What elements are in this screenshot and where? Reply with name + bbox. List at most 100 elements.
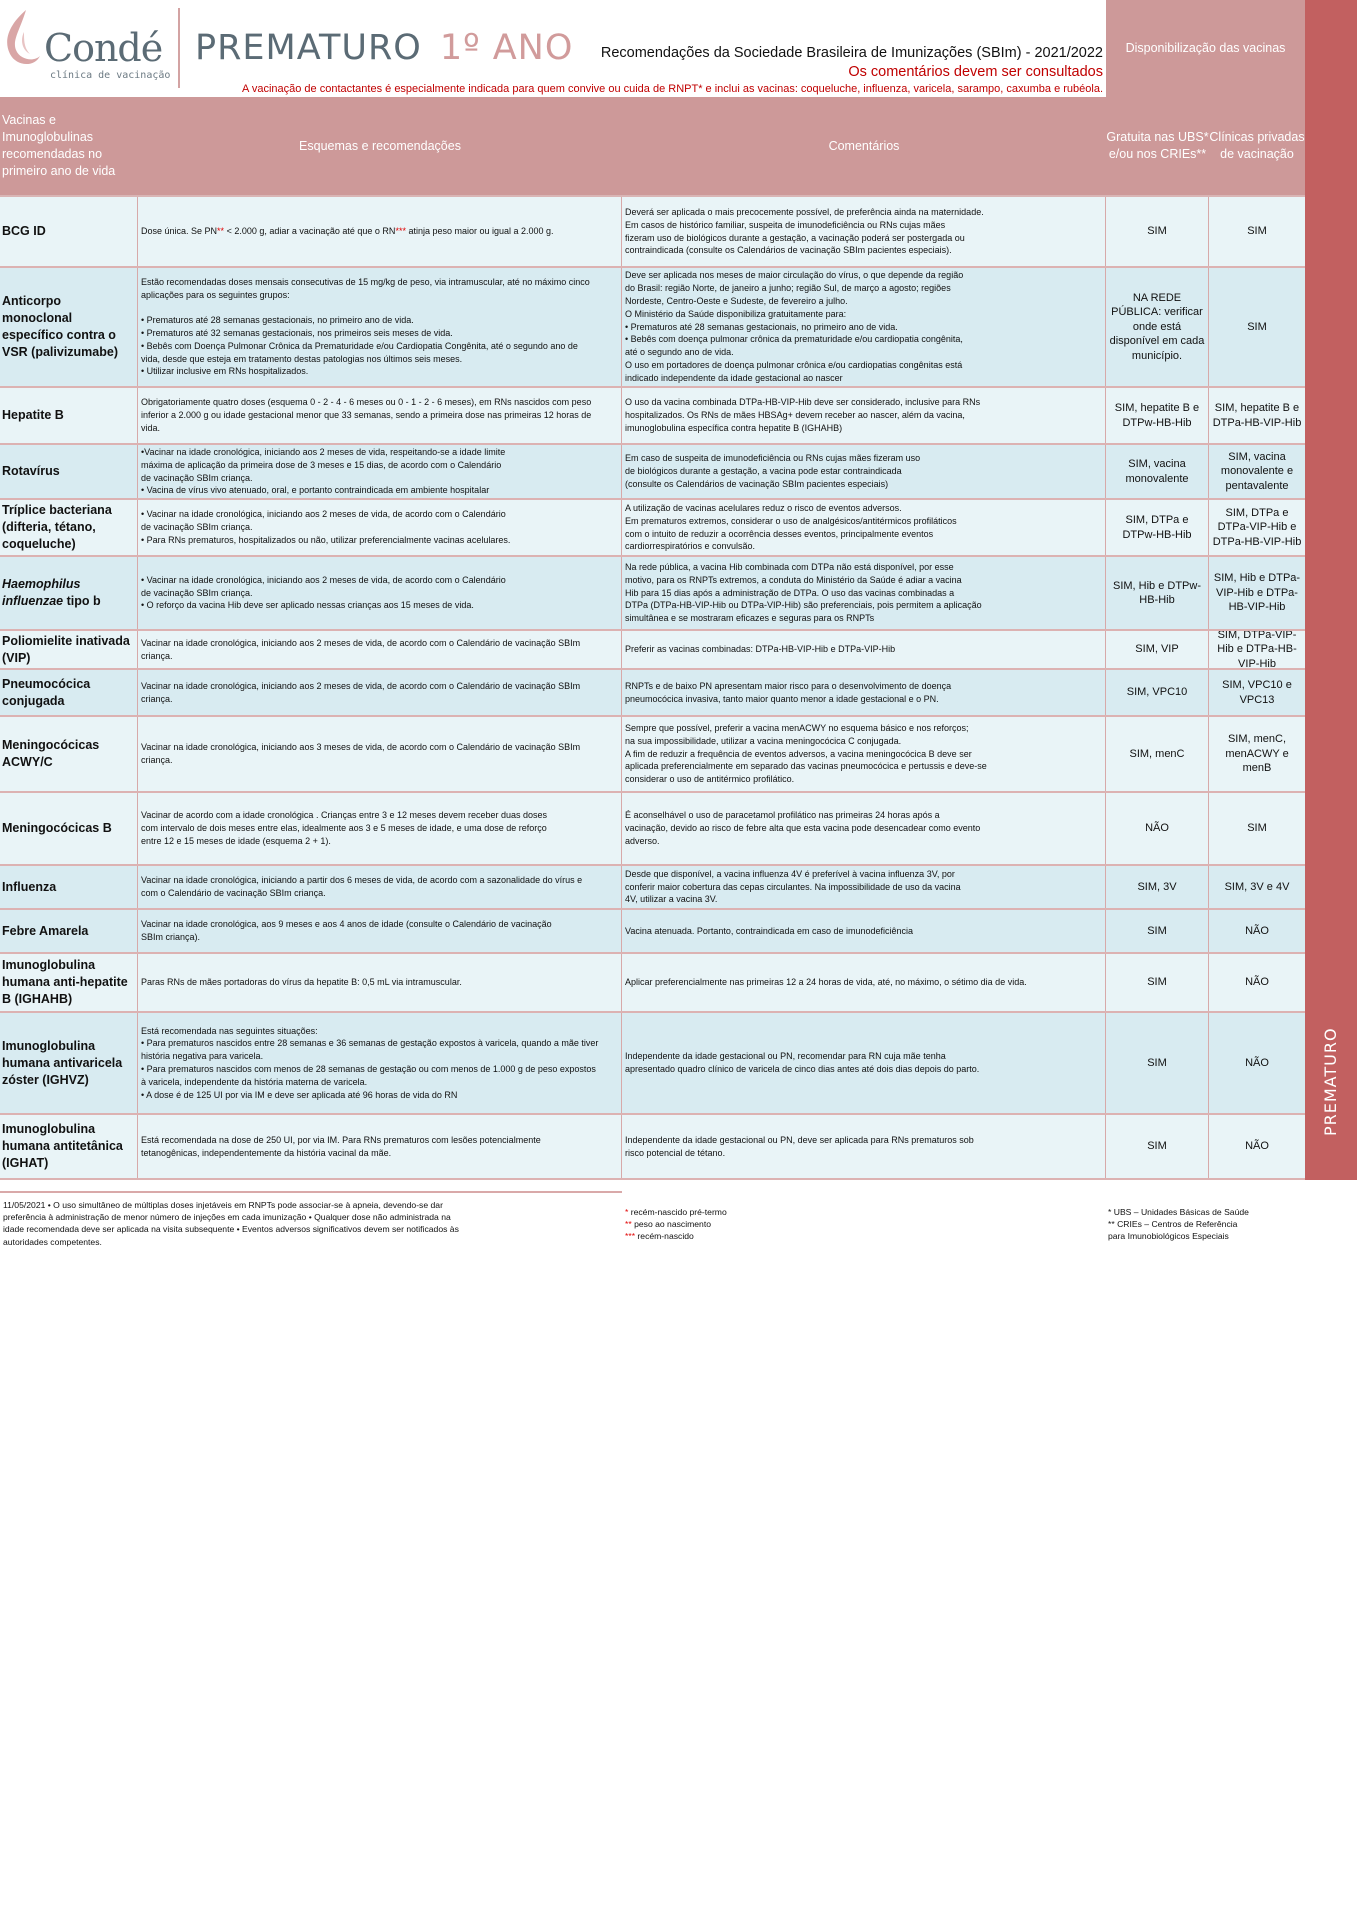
comment-line: com o intuito de reduzir a ocorrência de… <box>625 528 934 539</box>
scheme-cell: Vacinar na idade cronológica, iniciando … <box>138 631 622 668</box>
public-availability: SIM, Hib e DTPw-HB-Hib <box>1106 557 1209 629</box>
scheme-line: Está recomendada na dose de 250 UI, por … <box>141 1134 541 1145</box>
scheme-cell: Obrigatoriamente quatro doses (esquema 0… <box>138 388 622 443</box>
comment-line: O Ministério da Saúde disponibiliza grat… <box>625 308 847 319</box>
private-availability: NÃO <box>1245 924 1269 937</box>
scheme-line: máxima de aplicação da primeira dose de … <box>141 459 502 470</box>
footer-note: 11/05/2021 • O uso simultâneo de múltipl… <box>3 1200 459 1247</box>
comment-line: Deve ser aplicada nos meses de maior cir… <box>625 270 964 281</box>
scheme-line: vida. <box>141 422 161 433</box>
scheme-line: com o Calendário de vacinação SBIm crian… <box>141 888 326 898</box>
scheme-cell: Vacinar na idade cronológica, iniciando … <box>138 866 622 908</box>
scheme-line: Vacinar na idade cronológica, iniciando … <box>141 742 581 753</box>
vaccine-name: Anticorpo monoclonal específico contra o… <box>0 268 138 386</box>
legend-item: *** recém-nascido <box>625 1230 727 1242</box>
comments-cell: É aconselhável o uso de paracetamol prof… <box>622 793 1106 864</box>
private-availability: SIM, 3V e 4V <box>1224 880 1290 893</box>
scheme-cell: Paras RNs de mães portadoras do vírus da… <box>138 954 622 1011</box>
comment-line: Vacina atenuada. Portanto, contraindicad… <box>625 925 914 936</box>
col-schemes: Esquemas e recomendações <box>299 138 461 153</box>
scheme-line: Dose única. Se PN** < 2.000 g, adiar a v… <box>141 225 554 238</box>
table-row: Rotavírus •Vacinar na idade cronológica, … <box>0 445 1305 500</box>
comments-cell: Independente da idade gestacional ou PN,… <box>622 1013 1106 1113</box>
scheme-line: • A dose é de 125 UI por via IM e deve s… <box>141 1089 458 1100</box>
private-availability: SIM <box>1247 225 1267 238</box>
scheme-line: de vacinação SBIm criança. <box>141 472 253 483</box>
comment-line: indicado independente da idade gestacion… <box>625 372 843 383</box>
table-header: Vacinas e Imunoglobulinas recomendadas n… <box>0 97 1305 197</box>
vaccine-name: Febre Amarela <box>0 910 138 952</box>
public-availability: SIM, 3V <box>1106 866 1209 908</box>
comments-cell: Desde que disponível, a vacina influenza… <box>622 866 1106 908</box>
abbrev-legend: * recém-nascido pré-termo ** peso ao nasc… <box>625 1206 727 1243</box>
private-availability: SIM <box>1247 320 1267 333</box>
comments-cell: Na rede pública, a vacina Hib combinada … <box>622 557 1106 629</box>
table-row: Meningocócicas B Vacinar de acordo com a … <box>0 793 1305 866</box>
scheme-line: • O reforço da vacina Hib deve ser aplic… <box>141 600 474 611</box>
table-row: Hepatite B Obrigatoriamente quatro doses … <box>0 388 1305 445</box>
contact-note: A vacinação de contactantes é especialme… <box>242 83 1103 95</box>
name-italic: Haemophilus influenzae <box>2 577 81 608</box>
comments-cell: O uso da vacina combinada DTPa-HB-VIP-Hi… <box>622 388 1106 443</box>
comments-cell: Em caso de suspeita de imunodeficiência … <box>622 445 1106 498</box>
comment-line: O uso em portadores de doença pulmonar c… <box>625 360 963 370</box>
vaccine-name: BCG ID <box>0 197 138 266</box>
comment-line: contraindicada (consulte os Calendários … <box>625 245 952 256</box>
table-row: Imunoglobulina humana antivaricela zóste… <box>0 1013 1305 1115</box>
scheme-line: • Prematuros até 28 semanas gestacionais… <box>141 315 414 326</box>
comment-line: Desde que disponível, a vacina influenza… <box>625 868 955 879</box>
comments-cell: Aplicar preferencialmente nas primeiras … <box>622 954 1106 1011</box>
public-availability: SIM, menC <box>1106 717 1209 791</box>
vaccine-name: Imunoglobulina humana antitetânica (IGHA… <box>0 1115 138 1178</box>
private-availability: SIM, VPC10 e VPC13 <box>1222 679 1292 706</box>
scheme-cell: Vacinar na idade cronológica, iniciando … <box>138 717 622 791</box>
comment-line: • Bebês com doença pulmonar crônica da p… <box>625 334 963 345</box>
col-private: Clínicas privadas de vacinação <box>1209 130 1305 161</box>
comment-line: simultânea e se mostraram eficazes e seg… <box>625 613 875 624</box>
scheme-line: história negativa para varicela. <box>141 1051 264 1062</box>
comment-line: 4V, utilizar a vacina 3V. <box>625 894 718 905</box>
side-label: PREMATURO <box>1321 1027 1341 1136</box>
comment-line: A utilização de vacinas acelulares reduz… <box>625 502 902 513</box>
legend-item: ** peso ao nascimento <box>625 1218 727 1230</box>
logo-divider <box>178 8 180 88</box>
scheme-text: Dose única. Se PN <box>141 226 218 237</box>
scheme-line: Está recomendada nas seguintes situações… <box>141 1025 318 1036</box>
vaccine-name-text: Haemophilus influenzae tipo b <box>2 576 134 610</box>
vaccine-table: BCG ID Dose única. Se PN** < 2.000 g, adi… <box>0 197 1305 1180</box>
page-title: PREMATURO 1º ANO <box>195 28 573 68</box>
comment-line: Em caso de suspeita de imunodeficiência … <box>625 453 921 464</box>
scheme-line: criança. <box>141 755 173 765</box>
vaccine-name: Imunoglobulina humana antivaricela zóste… <box>0 1013 138 1113</box>
col-public: Gratuita nas UBS* e/ou nos CRIEs** <box>1106 130 1209 161</box>
comment-line: aplicada preferencialmente em separado d… <box>625 761 987 772</box>
private-availability: SIM, vacina monovalente e pentavalente <box>1220 450 1294 492</box>
clinic-logo: Condé clínica de vacinação <box>4 6 174 90</box>
public-availability: NÃO <box>1106 793 1209 864</box>
comment-line: Independente da idade gestacional ou PN,… <box>625 1134 974 1145</box>
public-availability: SIM, VPC10 <box>1106 670 1209 715</box>
table-row: Pneumocócica conjugada Vacinar na idade c… <box>0 670 1305 717</box>
comment-line: Em casos de histórico familiar, suspeita… <box>625 219 946 230</box>
title-main: PREMATURO <box>195 28 422 68</box>
scheme-line: Vacinar na idade cronológica, aos 9 mese… <box>141 919 552 930</box>
comment-line: conferir maior cobertura das cepas circu… <box>625 881 961 892</box>
scheme-line: • Vacina de vírus vivo atenuado, oral, e… <box>141 485 490 496</box>
comment-line: de biológicos durante a gestação, a vaci… <box>625 466 902 477</box>
legend-text: recém-nascido pré-termo <box>628 1207 727 1217</box>
footnote-mark: ** <box>217 226 225 237</box>
comment-line: imunoglobulina específica contra hepatit… <box>625 422 843 433</box>
table-row: Imunoglobulina humana antitetânica (IGHA… <box>0 1115 1305 1180</box>
comment-line: Hib para 15 dias após a administração de… <box>625 587 955 598</box>
comment-line: Na rede pública, a vacina Hib combinada … <box>625 562 954 572</box>
consult-note: Os comentários devem ser consultados <box>848 64 1103 80</box>
table-row: Poliomielite inativada (VIP) Vacinar na i… <box>0 631 1305 670</box>
comment-line: pneumocócica invasiva, tanto maior quant… <box>625 693 939 704</box>
vaccine-name: Imunoglobulina humana anti-hepatite B (I… <box>0 954 138 1011</box>
vaccine-name: Meningocócicas ACWY/C <box>0 717 138 791</box>
comments-cell: RNPTs e de baixo PN apresentam maior ris… <box>622 670 1106 715</box>
vaccine-name: Haemophilus influenzae tipo b <box>0 557 138 629</box>
public-availability: SIM <box>1106 954 1209 1011</box>
col-comments: Comentários <box>828 138 900 153</box>
comment-line: DTPa (DTPa-HB-VIP-Hib ou DTPa-VIP-Hib) s… <box>625 600 982 611</box>
